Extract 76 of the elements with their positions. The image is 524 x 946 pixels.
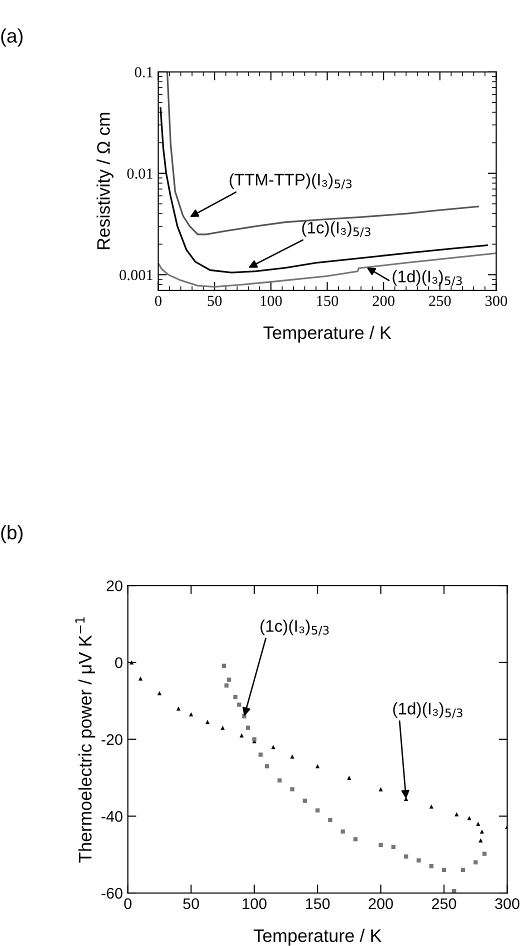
point (290, 754, 294, 759)
annotation: (1d)(I₃)$_{5/3}$ (393, 702, 462, 718)
point (189, 712, 194, 716)
point (442, 868, 446, 872)
point (315, 808, 320, 812)
point (315, 764, 320, 768)
annotation: (TTM-TTP)(I₃)$_{5/3}$ (230, 173, 352, 190)
point (258, 752, 263, 757)
point (478, 838, 483, 842)
annotation: (1c)(I₃)$_{5/3}$ (260, 620, 329, 636)
x-tick-label: 150 (317, 296, 338, 306)
y-tick-label: 0.001 (120, 270, 152, 280)
point (429, 804, 434, 809)
point (404, 854, 408, 859)
line-series (158, 252, 496, 288)
y-tick-label: -40 (102, 811, 122, 822)
line-series (166, 72, 480, 236)
point (476, 822, 480, 826)
point (205, 720, 210, 724)
y-axis-title: Thermoelectric power / μV K$^{−1}$ (75, 617, 96, 863)
point (302, 798, 307, 803)
point (271, 744, 276, 750)
point (278, 778, 282, 783)
point (416, 858, 421, 862)
x-tick-label: 250 (432, 898, 456, 910)
point (222, 664, 226, 668)
point (480, 829, 484, 834)
point (454, 812, 459, 816)
point (290, 787, 294, 792)
point (467, 816, 472, 820)
x-tick-label: 300 (495, 898, 520, 910)
point (347, 776, 352, 780)
x-axis-title: Temperature / K (263, 326, 392, 343)
x-tick-label: 250 (429, 296, 451, 306)
x-tick-label: 200 (368, 898, 393, 910)
chart-title: (a) (1, 28, 23, 47)
point (474, 860, 478, 864)
x-tick-label: 50 (183, 898, 199, 910)
point (138, 676, 143, 681)
y-axis-title: Resistivity / Ω cm (96, 112, 114, 250)
y-tick-label: 0.1 (134, 67, 152, 78)
x-tick-label: 150 (306, 898, 330, 910)
y-tick-label: 20 (106, 580, 122, 592)
point (246, 726, 250, 730)
point (340, 829, 345, 834)
x-tick-label: 200 (372, 296, 394, 306)
x-tick-label: 0 (155, 296, 162, 306)
y-tick-label: 0.01 (127, 168, 152, 179)
x-tick-label: 100 (242, 898, 266, 910)
point (240, 733, 244, 738)
point (220, 726, 225, 730)
annotation: (1d)(I₃)$_{5/3}$ (392, 270, 462, 286)
x-tick-label: 300 (486, 296, 508, 306)
point (226, 678, 232, 682)
point (328, 818, 332, 822)
chart-title: (b) (1, 525, 23, 544)
point (482, 852, 487, 856)
annotation: (1c)(I₃)$_{5/3}$ (302, 221, 370, 238)
point (378, 842, 383, 848)
y-tick-label: -20 (102, 734, 122, 745)
x-tick-label: 50 (208, 296, 222, 306)
y-tick-label: -60 (102, 888, 122, 899)
point (233, 694, 238, 700)
point (460, 868, 466, 872)
x-tick-label: 100 (260, 296, 282, 306)
point (429, 864, 434, 868)
point (391, 844, 396, 849)
y-tick-label: 0 (115, 657, 122, 668)
point (157, 691, 162, 696)
point (237, 702, 242, 707)
point (224, 683, 229, 688)
point (264, 764, 270, 768)
x-axis-title: Temperature / K (254, 928, 382, 946)
point (176, 706, 181, 711)
point (353, 837, 358, 842)
point (378, 787, 383, 792)
